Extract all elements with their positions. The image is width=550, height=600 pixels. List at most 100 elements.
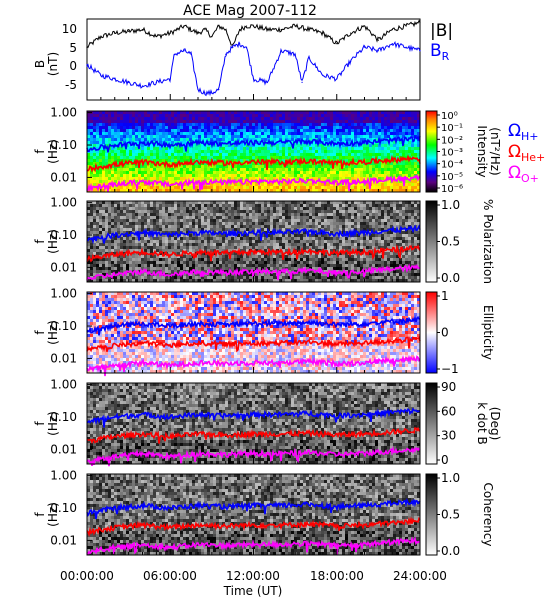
spectrogram-cell xyxy=(114,171,117,174)
legend-radial-field: BR xyxy=(430,41,450,63)
spectrogram-cell xyxy=(177,177,180,180)
spectrogram-cell xyxy=(123,207,126,210)
spectrogram-cell xyxy=(135,210,138,213)
spectrogram-cell xyxy=(228,117,231,120)
spectrogram-cell xyxy=(414,126,417,129)
spectrogram-cell xyxy=(87,207,90,210)
spectrogram-cell xyxy=(144,156,147,159)
spectrogram-cell xyxy=(300,174,303,177)
spectrogram-cell xyxy=(180,222,183,225)
spectrogram-cell xyxy=(252,177,255,180)
spectrogram-cell xyxy=(168,237,171,240)
spectrogram-cell xyxy=(276,267,279,270)
spectrogram-cell xyxy=(216,177,219,180)
spectrogram-cell xyxy=(168,276,171,279)
spectrogram-cell xyxy=(174,141,177,144)
spectrogram-cell xyxy=(321,165,324,168)
spectrogram-cell xyxy=(285,246,288,249)
spectrogram-cell xyxy=(96,111,99,114)
spectrogram-cell xyxy=(168,252,171,255)
spectrogram-cell xyxy=(246,246,249,249)
spectrogram-cell xyxy=(180,270,183,273)
spectrogram-cell xyxy=(117,249,120,252)
spectrogram-cell xyxy=(249,243,252,246)
spectrogram-cell xyxy=(99,216,102,219)
spectrogram-cell xyxy=(159,123,162,126)
spectrogram-cell xyxy=(324,177,327,180)
spectrogram-cell xyxy=(354,165,357,168)
spectrogram-cell xyxy=(411,165,414,168)
spectrogram-cell xyxy=(165,237,168,240)
spectrogram-cell xyxy=(390,111,393,114)
spectrogram-cell xyxy=(396,171,399,174)
spectrogram-cell xyxy=(129,279,132,282)
spectrogram-cell xyxy=(240,156,243,159)
spectrogram-cell xyxy=(228,279,231,282)
spectrogram-cell xyxy=(279,150,282,153)
spectrogram-cell xyxy=(165,117,168,120)
spectrogram-cell xyxy=(303,186,306,189)
spectrogram-cell xyxy=(291,219,294,222)
spectrogram-cell xyxy=(306,129,309,132)
spectrogram-cell xyxy=(114,135,117,138)
spectrogram-cell xyxy=(288,204,291,207)
spectrogram-cell xyxy=(234,267,237,270)
spectrogram-cell xyxy=(255,114,258,117)
spectrogram-cell xyxy=(195,258,198,261)
spectrogram-cell xyxy=(198,276,201,279)
spectrogram-cell xyxy=(90,279,93,282)
spectrogram-cell xyxy=(90,174,93,177)
spectrogram-cell xyxy=(171,126,174,129)
spectrogram-cell xyxy=(240,150,243,153)
spectrogram-cell xyxy=(222,189,225,192)
spectrogram-cell xyxy=(126,132,129,135)
spectrogram-cell xyxy=(297,177,300,180)
spectrogram-cell xyxy=(216,183,219,186)
spectrogram-cell xyxy=(138,243,141,246)
spectrogram-cell xyxy=(387,162,390,165)
spectrogram-cell xyxy=(183,222,186,225)
spectrogram-cell xyxy=(96,129,99,132)
spectrogram-cell xyxy=(186,225,189,228)
spectrogram-cell xyxy=(294,207,297,210)
spectrogram-cell xyxy=(204,153,207,156)
spectrogram-cell xyxy=(384,114,387,117)
spectrogram-cell xyxy=(312,156,315,159)
spectrogram-cell xyxy=(138,207,141,210)
spectrogram-cell xyxy=(360,126,363,129)
field-data-point xyxy=(183,50,185,52)
spectrogram-cell xyxy=(279,255,282,258)
spectrogram-cell xyxy=(261,162,264,165)
spectrogram-cell xyxy=(399,180,402,183)
spectrogram-cell xyxy=(174,219,177,222)
spectrogram-cell xyxy=(153,213,156,216)
spectrogram-cell xyxy=(123,138,126,141)
spectrogram-cell xyxy=(405,171,408,174)
spectrogram-cell xyxy=(393,147,396,150)
spectrogram-cell xyxy=(108,231,111,234)
spectrogram-cell xyxy=(234,144,237,147)
spectrogram-cell xyxy=(117,132,120,135)
spectrogram-cell xyxy=(291,234,294,237)
spectrogram-cell xyxy=(102,120,105,123)
spectrogram-cell xyxy=(243,216,246,219)
spectrogram-cell xyxy=(264,171,267,174)
spectrogram-cell xyxy=(141,177,144,180)
spectrogram-cell xyxy=(210,168,213,171)
spectrogram-cell xyxy=(312,135,315,138)
spectrogram-cell xyxy=(108,279,111,282)
spectrogram-cell xyxy=(351,177,354,180)
spectrogram-cell xyxy=(87,162,90,165)
spectrogram-cell xyxy=(417,129,420,132)
colorbar-tick-label: 10⁻² xyxy=(441,135,463,146)
spectrogram-cell xyxy=(264,150,267,153)
spectrogram-cell xyxy=(375,156,378,159)
spectrogram-cell xyxy=(327,156,330,159)
spectrogram-cell xyxy=(177,255,180,258)
spectrogram-cell xyxy=(279,138,282,141)
spectrogram-cell xyxy=(225,267,228,270)
spectrogram-cell xyxy=(342,168,345,171)
spectrogram-cell xyxy=(153,207,156,210)
spectrogram-cell xyxy=(351,165,354,168)
spectrogram-cell xyxy=(168,141,171,144)
